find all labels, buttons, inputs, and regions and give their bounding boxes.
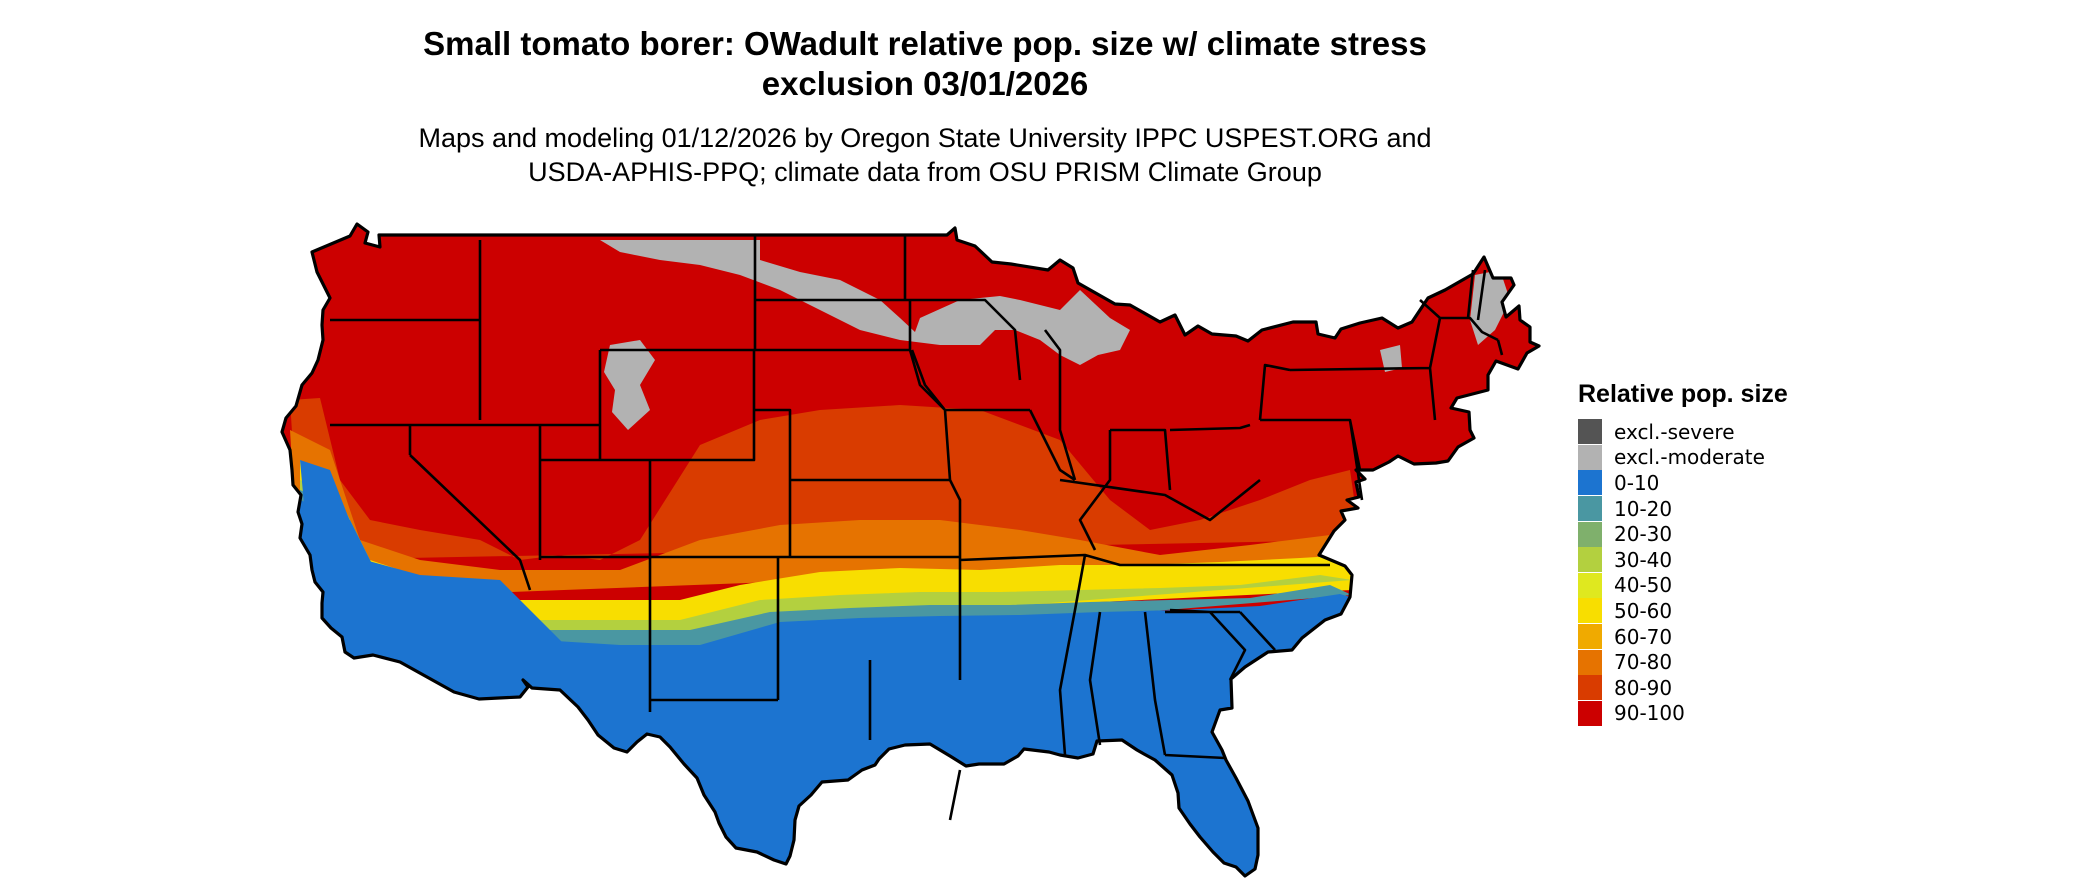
legend-label: excl.-moderate: [1614, 445, 1765, 470]
zone-0-10-desert: [300, 460, 620, 710]
legend-label: 80-90: [1614, 675, 1673, 700]
legend-item: 40-50: [1578, 572, 1788, 599]
legend-swatch: [1578, 496, 1602, 522]
legend-swatch: [1578, 444, 1602, 470]
population-raster: [282, 224, 1539, 876]
zone-exclusion-north: [600, 240, 1130, 365]
legend-item: 10-20: [1578, 496, 1788, 522]
legend-items: excl.-severe excl.-moderate 0-10 10-20 20-30…: [1578, 419, 1788, 726]
border-lines: [330, 235, 1504, 821]
legend-label: 0-10: [1614, 470, 1660, 495]
title-line-2: exclusion 03/01/2026: [761, 65, 1089, 102]
legend-swatch: [1578, 547, 1602, 573]
subtitle-line-2: USDA-APHIS-PPQ; climate data from OSU PR…: [528, 157, 1322, 187]
legend-item: excl.-severe: [1578, 419, 1788, 445]
legend-label: 40-50: [1614, 573, 1673, 598]
zone-exclusion-wyoming: [604, 340, 655, 430]
legend-label: 90-100: [1614, 701, 1685, 726]
map-subtitle: Maps and modeling 01/12/2026 by Oregon S…: [330, 121, 1520, 189]
legend-swatch: [1578, 649, 1602, 675]
legend-swatch: [1578, 700, 1602, 726]
legend-label: 10-20: [1614, 496, 1673, 521]
legend-swatch: [1578, 521, 1602, 547]
title-line-1: Small tomato borer: OWadult relative pop…: [423, 25, 1427, 62]
legend-item: 50-60: [1578, 598, 1788, 624]
legend-label: 50-60: [1614, 598, 1673, 623]
legend-swatch: [1578, 675, 1602, 701]
state-borders: [280, 222, 1541, 878]
legend-label: 20-30: [1614, 522, 1673, 547]
map-title: Small tomato borer: OWadult relative pop…: [300, 24, 1550, 104]
legend-label: excl.-severe: [1614, 419, 1735, 444]
legend-label: 30-40: [1614, 547, 1673, 572]
legend-item: excl.-moderate: [1578, 444, 1788, 471]
legend-swatch: [1578, 572, 1602, 598]
legend-swatch: [1578, 624, 1602, 650]
zone-10-20: [300, 490, 1352, 680]
legend-item: 20-30: [1578, 521, 1788, 547]
legend-item: 80-90: [1578, 675, 1788, 701]
legend-item: 60-70: [1578, 624, 1788, 650]
legend-item: 90-100: [1578, 700, 1788, 727]
legend-item: 30-40: [1578, 547, 1788, 573]
subtitle-line-1: Maps and modeling 01/12/2026 by Oregon S…: [418, 123, 1432, 153]
legend-swatch: [1578, 598, 1602, 624]
legend-label: 60-70: [1614, 624, 1673, 649]
legend-label: 70-80: [1614, 650, 1673, 675]
zone-exclusion-adirondack: [1380, 345, 1402, 372]
legend-item: 70-80: [1578, 649, 1788, 675]
legend: Relative pop. size excl.-severe excl.-mod…: [1578, 380, 1788, 726]
legend-item: 0-10: [1578, 470, 1788, 496]
legend-title: Relative pop. size: [1578, 380, 1788, 408]
legend-swatch: [1578, 419, 1602, 445]
zone-exclusion-newengland: [1470, 270, 1510, 345]
legend-swatch: [1578, 470, 1602, 496]
